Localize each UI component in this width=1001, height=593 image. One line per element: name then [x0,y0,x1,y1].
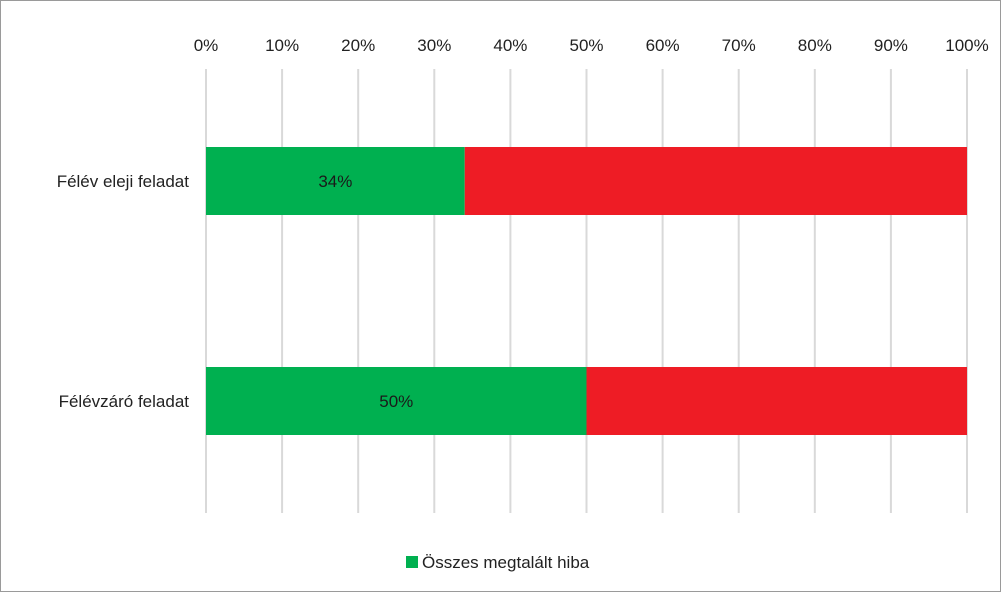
x-tick-label: 50% [569,36,603,55]
legend-swatch-total-found-errors [406,556,418,568]
legend-label-total-found-errors: Összes megtalált hiba [422,553,590,572]
x-tick-label: 100% [945,36,988,55]
bar-segment-found [206,147,465,215]
x-tick-label: 70% [722,36,756,55]
x-tick-label: 10% [265,36,299,55]
x-tick-label: 20% [341,36,375,55]
x-tick-label: 60% [646,36,680,55]
bar-segment-found [206,367,587,435]
category-label: Félév eleji feladat [57,172,190,191]
bar-segment-remainder [586,367,967,435]
x-axis-tick-labels: 0% 10% 20% 30% 40% 50% 60% 70% 80% 90% 100% [194,36,989,55]
x-tick-label: 90% [874,36,908,55]
bars [206,147,967,435]
category-label: Félévzáró feladat [59,392,190,411]
x-tick-label: 30% [417,36,451,55]
x-tick-label: 80% [798,36,832,55]
data-label: 34% [318,172,352,191]
data-label: 50% [379,392,413,411]
bar-segment-remainder [464,147,967,215]
x-tick-label: 40% [493,36,527,55]
x-tick-label: 0% [194,36,219,55]
category-labels: Félév eleji feladat Félévzáró feladat [57,172,190,411]
gridlines [205,69,968,513]
data-labels: 34% 50% [318,172,413,411]
legend: Összes megtalált hiba [406,553,590,572]
